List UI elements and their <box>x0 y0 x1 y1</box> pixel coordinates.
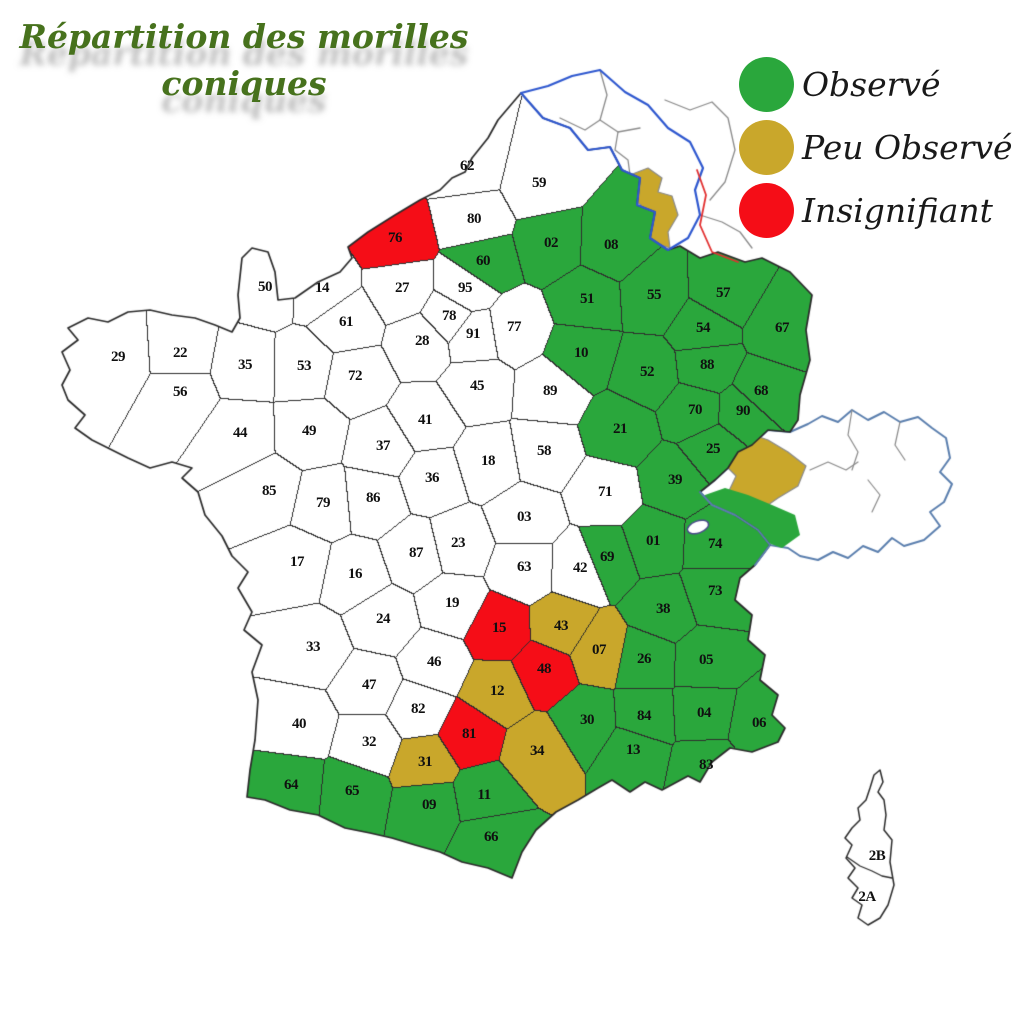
legend-label-observed: Observé <box>802 65 941 104</box>
legend-dot-few-observed-icon <box>739 120 794 175</box>
legend: Observé Peu Observé Insignifiant <box>739 57 1013 246</box>
legend-dot-insignificant-icon <box>739 183 794 238</box>
legend-label-few-observed: Peu Observé <box>802 128 1013 167</box>
legend-item-insignificant: Insignifiant <box>739 183 1013 238</box>
legend-dot-observed-icon <box>739 57 794 112</box>
legend-label-insignificant: Insignifiant <box>802 191 993 230</box>
title-line-2: coniques <box>161 63 327 103</box>
title-line-1: Répartition des morilles <box>19 17 469 56</box>
legend-item-observed: Observé <box>739 57 1013 112</box>
page-title: Répartition des morilles coniques <box>14 14 474 108</box>
legend-item-few-observed: Peu Observé <box>739 120 1013 175</box>
